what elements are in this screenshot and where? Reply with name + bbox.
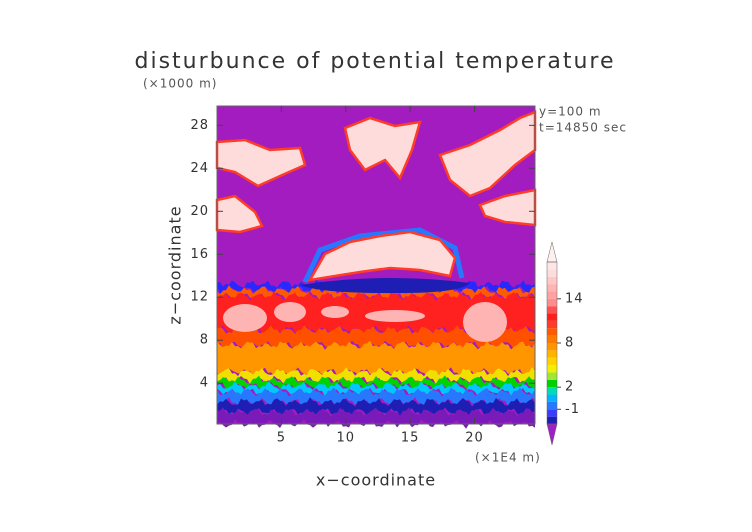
colorbar-band [547,269,557,277]
field-patch [300,277,470,294]
x-tick-label: 10 [336,431,355,446]
colorbar-band [547,320,557,329]
field-patch [321,306,349,318]
field-cloud [215,138,307,188]
field-patch [463,302,507,342]
colorbar-band [547,291,557,299]
y-tick-label: 8 [200,333,209,348]
colorbar-band [547,387,557,395]
field-patch [365,310,425,322]
colorbar-under [546,423,558,446]
colorbar-over [546,241,558,263]
y-unit: (×1000 m) [143,77,217,91]
field-band [217,407,535,429]
colorbar-band [547,343,557,351]
field-band [217,325,535,350]
colorbar-band [547,306,557,314]
field-patch [274,302,306,322]
colorbar-band [547,394,557,402]
field-band [217,387,535,407]
colorbar-band [547,416,557,424]
colorbar-band [547,401,557,410]
colorbar-band [547,357,557,366]
x-unit: (×1E4 m) [475,451,541,465]
colorbar-band [547,276,557,285]
y-tick-label: 20 [190,204,209,219]
field-edge [302,227,465,284]
y-tick-label: 16 [190,247,209,262]
colorbar-band [547,379,557,388]
y-tick-label: 12 [190,290,209,305]
contour-field [215,105,537,429]
y-tick-label: 4 [200,376,209,391]
x-tick-label: 5 [277,431,286,446]
plot-frame [216,105,536,425]
colorbar-band [547,372,557,380]
colorbar-tick-label: 2 [565,380,574,395]
colorbar-band [547,298,557,307]
field-patch [223,304,267,332]
colorbar-tick-label: -1 [565,402,580,417]
colorbar-band [547,313,557,321]
annotation: t=14850 sec [539,121,627,135]
colorbar-band [547,328,557,336]
colorbar-band [547,365,557,373]
colorbar-band [547,335,557,343]
colorbar-tick-label: 8 [565,336,574,351]
colorbar-tick-label: 14 [565,291,584,306]
x-axis-label: x−coordinate [316,471,436,490]
y-tick-label: 28 [190,118,209,133]
colorbar-band [547,284,557,292]
field-cloud [343,116,422,181]
y-axis-label: z−coordinate [166,205,185,324]
x-tick-label: 15 [401,431,420,446]
annotation: y=100 m [539,105,602,119]
field-cloud [307,230,457,282]
field-band [217,340,535,377]
colorbar-band [547,262,557,270]
colorbar-band [547,350,557,358]
y-tick-label: 24 [190,161,209,176]
x-tick-label: 20 [465,431,484,446]
field-band [217,397,535,417]
colorbar-band [547,409,557,417]
chart-title: disturbunce of potential temperature [135,49,616,74]
